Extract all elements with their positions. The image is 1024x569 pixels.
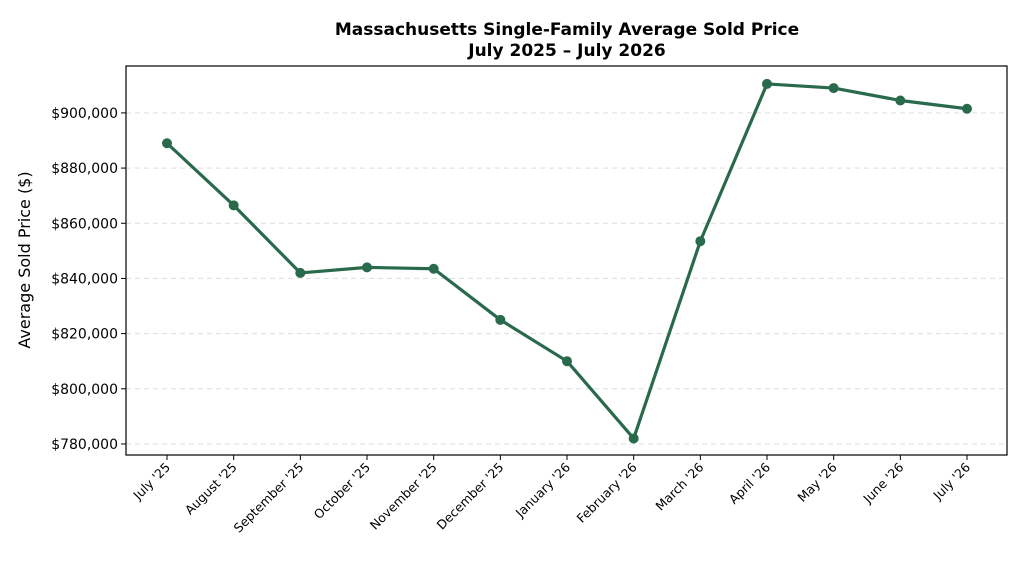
y-tick-label: $860,000: [51, 216, 118, 232]
gridlines: [126, 112, 1007, 445]
x-tick-label: November '25: [367, 460, 440, 533]
x-tick-label: June '26: [859, 459, 906, 506]
data-point: [762, 78, 772, 89]
data-point: [162, 138, 172, 149]
data-point: [828, 83, 839, 94]
data-point: [495, 314, 506, 325]
x-tick-label: March '26: [652, 459, 706, 513]
y-tick-label: $840,000: [51, 271, 118, 287]
x-tick-label: July '25: [129, 460, 173, 504]
plot-frame: [125, 65, 1008, 456]
y-axis-ticks: $780,000 $800,000 $820,000 $840,000 $860,000…: [51, 106, 126, 453]
x-tick-label: July '26: [929, 459, 973, 503]
data-point: [428, 263, 439, 274]
y-tick-label: $880,000: [51, 161, 118, 177]
y-tick-label: $900,000: [51, 106, 118, 122]
x-tick-label: May '26: [794, 459, 839, 504]
data-point: [362, 262, 372, 273]
y-tick-label: $820,000: [51, 327, 118, 343]
data-point: [228, 200, 239, 211]
data-point: [695, 236, 706, 247]
x-tick-label: February '26: [574, 459, 640, 525]
data-point: [628, 433, 639, 444]
y-axis-label: Average Sold Price ($): [15, 171, 34, 348]
x-tick-label: October '25: [311, 460, 373, 522]
chart-title: Massachusetts Single-Family Average Sold…: [335, 20, 799, 40]
data-point: [295, 267, 306, 278]
x-tick-label: December '25: [434, 460, 507, 533]
x-tick-label: September '25: [230, 460, 306, 536]
data-point: [562, 356, 572, 367]
data-point: [962, 103, 972, 114]
data-point: [895, 95, 906, 106]
series-layer: [162, 78, 972, 444]
series-line: [165, 82, 969, 441]
y-tick-label: $800,000: [51, 382, 118, 398]
x-tick-label: April '26: [726, 459, 773, 506]
y-tick-label: $780,000: [51, 437, 118, 453]
x-tick-label: August '25: [182, 460, 240, 518]
x-tick-label: January '26: [512, 459, 573, 520]
chart-subtitle: July 2025 – July 2026: [467, 41, 665, 61]
